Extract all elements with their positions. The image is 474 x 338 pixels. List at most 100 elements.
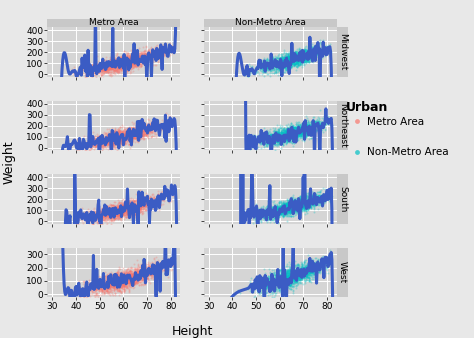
Point [264,210,272,216]
Point [142,199,149,205]
Point [128,127,136,132]
Point [292,60,300,65]
Point [118,135,126,140]
Point [317,127,325,132]
Point [284,273,292,279]
Point [117,211,124,216]
Point [119,211,127,216]
Point [100,66,108,71]
Point [146,55,154,61]
Point [292,50,300,55]
Point [147,272,155,277]
Point [293,279,301,285]
Point [92,273,100,278]
Point [106,202,113,208]
Point [269,209,276,214]
Point [266,133,273,139]
Point [271,210,279,215]
Point [123,209,130,215]
Point [302,270,310,275]
Point [140,200,148,206]
Point [118,58,126,64]
Point [89,221,97,226]
Point [116,282,123,287]
Point [279,209,286,215]
Point [126,207,134,213]
Point [293,197,301,202]
Point [299,269,307,275]
Point [283,59,291,65]
Point [275,287,283,292]
Point [286,268,294,274]
Point [123,65,131,70]
Point [265,282,273,287]
Point [295,52,302,58]
Point [286,56,293,62]
Point [141,278,149,283]
Point [286,207,294,212]
Point [108,130,116,136]
Point [136,134,144,140]
Point [135,270,143,276]
Point [107,135,115,141]
Point [293,59,301,65]
Point [131,208,138,213]
Point [281,202,288,207]
Point [284,210,292,216]
Point [280,57,287,62]
Point [262,132,270,138]
Point [301,200,309,206]
Point [137,264,144,270]
Point [137,51,144,57]
Point [270,138,277,143]
Point [109,206,117,211]
Point [114,58,121,63]
Point [287,58,294,64]
Point [93,138,100,144]
Point [167,268,174,273]
Point [126,56,133,62]
Point [272,134,279,139]
Point [120,273,128,279]
Point [140,272,147,277]
Point [135,52,143,57]
Point [141,273,148,279]
Point [112,141,120,147]
Point [273,63,281,69]
Point [106,206,113,211]
Point [112,67,119,72]
Point [283,276,291,281]
Point [115,273,122,278]
Point [146,267,153,272]
Point [282,130,289,135]
Point [282,213,290,218]
Point [270,70,278,75]
Point [290,61,298,66]
Point [87,66,95,72]
Point [120,60,128,66]
Point [151,262,158,267]
Point [127,56,134,62]
Point [123,58,131,63]
Point [287,133,295,139]
Point [308,47,315,52]
Point [271,278,278,284]
Point [109,132,116,138]
Point [292,58,300,64]
Point [261,208,268,213]
Point [273,138,281,144]
Point [143,270,151,275]
Point [284,57,292,62]
Point [133,53,140,58]
Point [283,280,290,285]
Point [99,68,106,74]
Point [287,273,295,279]
Point [115,64,123,69]
Point [296,61,303,66]
Point [317,196,325,202]
Point [124,64,132,70]
Point [271,277,279,282]
Point [96,277,104,282]
Point [120,133,128,138]
Point [100,63,108,68]
